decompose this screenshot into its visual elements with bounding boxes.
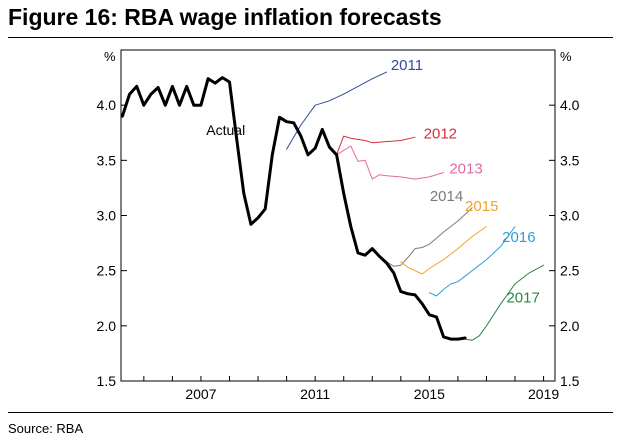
series-label-2011: 2011 [391, 57, 423, 74]
y-tick-label-left: 3.0 [97, 208, 117, 224]
y-axis-unit-right: % [560, 49, 572, 64]
plot-frame [120, 49, 556, 382]
series-label-2014: 2014 [430, 188, 463, 205]
axis-ticks: 1.5 1.5 2.0 2.0 2.5 2.5 3.0 3.0 3.5 3.5 4.0 4.0 2007… [97, 97, 580, 402]
y-tick-label-left: 1.5 [97, 373, 117, 389]
series-line-2017 [464, 264, 545, 341]
y-tick-label-right: 2.5 [560, 263, 580, 279]
y-axis-unit-left: % [104, 49, 116, 64]
source-note: Source: RBA [8, 421, 84, 436]
series-label-actual: Actual [206, 122, 245, 138]
x-tick-label: 2011 [300, 386, 330, 402]
source-divider [8, 412, 613, 413]
series-line-2013 [336, 145, 445, 180]
y-tick-label-right: 3.0 [560, 208, 580, 224]
series-label-2015: 2015 [465, 198, 498, 215]
page-title: Figure 16: RBA wage inflation forecasts [8, 4, 442, 30]
series-label-2013: 2013 [449, 161, 482, 178]
y-tick-label-left: 3.5 [97, 152, 117, 168]
y-tick-label-left: 2.5 [97, 263, 117, 279]
chart: 1.5 1.5 2.0 2.0 2.5 2.5 3.0 3.0 3.5 3.5 4.0 4.0 2007… [97, 49, 580, 402]
series-line-2012 [336, 135, 416, 156]
series-line-2016 [428, 226, 516, 297]
y-tick-label-right: 3.5 [560, 152, 580, 168]
x-tick-label: 2015 [414, 386, 445, 402]
title-divider [8, 37, 613, 38]
series-label-2016: 2016 [502, 229, 535, 246]
series-line-2014 [371, 207, 473, 267]
series-line-2011 [286, 71, 387, 150]
y-tick-label-right: 1.5 [560, 373, 580, 389]
series-layer [120, 71, 545, 341]
x-tick-label: 2019 [528, 386, 559, 402]
y-tick-label-left: 4.0 [97, 97, 117, 113]
series-label-2017: 2017 [506, 290, 539, 307]
y-tick-label-left: 2.0 [97, 318, 117, 334]
y-tick-label-right: 2.0 [560, 318, 580, 334]
y-tick-label-right: 4.0 [560, 97, 580, 113]
series-line-2015 [400, 226, 487, 275]
series-label-2012: 2012 [424, 125, 457, 142]
series-line-actual [120, 76, 467, 341]
x-tick-label: 2007 [185, 386, 216, 402]
